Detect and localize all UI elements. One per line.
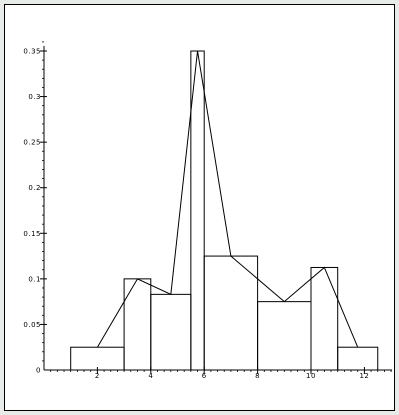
plot-frame xyxy=(4,4,395,411)
histogram-bar xyxy=(70,346,125,371)
histogram-bar xyxy=(190,50,205,371)
y-tick-label: 0.25 xyxy=(23,139,41,147)
histogram-bar xyxy=(257,301,312,371)
y-tick-label: 0 xyxy=(36,367,41,375)
axes xyxy=(40,41,393,374)
frequency-polygon xyxy=(96,50,359,348)
y-tick-label: 0.35 xyxy=(23,48,41,56)
histogram-bar xyxy=(123,278,152,371)
y-tick-label: 0.05 xyxy=(23,321,41,329)
x-tick-label: 10 xyxy=(306,372,316,380)
x-tick-label: 6 xyxy=(202,372,207,380)
histogram-bar xyxy=(310,266,339,371)
y-tick-label: 0.15 xyxy=(23,230,41,238)
tick-labels: 2 4 6 8 10 12 0 0.05 0.1 0.15 0.2 0.25 0.3 0.35 xyxy=(23,48,369,380)
x-tick-label: 2 xyxy=(95,372,100,380)
histogram-bar xyxy=(150,293,192,371)
x-tick-label: 8 xyxy=(255,372,260,380)
y-tick-label: 0.2 xyxy=(28,184,41,192)
y-tick-label: 0.3 xyxy=(28,93,41,101)
frequency-polygon-layer xyxy=(96,50,359,348)
x-tick-label: 12 xyxy=(359,372,369,380)
histogram-bars xyxy=(70,50,379,371)
histogram-bar xyxy=(337,346,379,371)
y-tick-label: 0.1 xyxy=(28,275,41,283)
histogram-bar xyxy=(203,255,259,371)
x-tick-label: 4 xyxy=(148,372,153,380)
